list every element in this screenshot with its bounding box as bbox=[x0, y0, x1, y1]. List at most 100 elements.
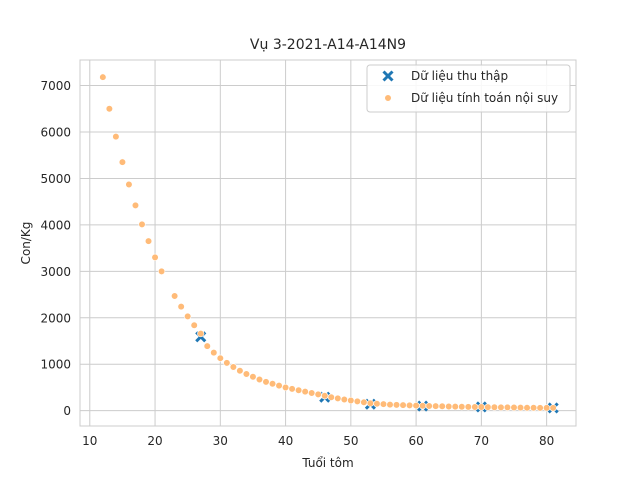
interpolated-point bbox=[288, 385, 296, 393]
interpolated-point bbox=[112, 133, 120, 141]
interpolated-point bbox=[99, 73, 107, 81]
interpolated-point bbox=[268, 380, 277, 388]
y-tick-label: 1000 bbox=[40, 358, 71, 372]
interpolated-point bbox=[373, 400, 381, 408]
x-tick-label: 50 bbox=[343, 434, 358, 448]
interpolated-point bbox=[216, 354, 224, 362]
interpolated-point bbox=[510, 403, 518, 412]
interpolated-point bbox=[529, 404, 538, 412]
interpolated-point bbox=[490, 403, 499, 411]
y-tick-label: 4000 bbox=[40, 218, 71, 232]
interpolated-point bbox=[281, 383, 290, 392]
interpolated-point bbox=[118, 158, 127, 166]
interpolated-point bbox=[295, 386, 303, 394]
series bbox=[99, 73, 559, 414]
x-axis-label: Tuổi tôm bbox=[301, 456, 353, 470]
interpolated-point bbox=[223, 359, 231, 367]
interpolated-point bbox=[458, 403, 466, 411]
legend-label-collected: Dữ liệu thu thập bbox=[411, 69, 508, 83]
interpolated-point bbox=[477, 403, 485, 411]
y-tick-label: 7000 bbox=[40, 79, 71, 93]
interpolated-point bbox=[301, 388, 309, 396]
interpolated-point bbox=[503, 403, 512, 412]
x-tick-label: 30 bbox=[213, 434, 228, 448]
interpolated-point bbox=[144, 237, 153, 245]
interpolated-point bbox=[392, 401, 401, 409]
interpolated-point bbox=[451, 402, 459, 411]
interpolated-point bbox=[203, 342, 211, 350]
interpolated-point bbox=[438, 402, 446, 410]
legend: Dữ liệu thu thập Dữ liệu tính toán nội s… bbox=[366, 64, 571, 113]
legend-dot-marker bbox=[384, 94, 392, 102]
interpolated-point bbox=[340, 395, 348, 404]
interpolated-point bbox=[190, 321, 198, 329]
interpolated-point bbox=[321, 392, 329, 400]
interpolated-point bbox=[353, 397, 361, 405]
grid bbox=[80, 60, 576, 426]
interpolated-point bbox=[229, 363, 237, 371]
interpolated-point bbox=[516, 404, 525, 412]
interpolated-point bbox=[275, 381, 283, 390]
interpolated-point bbox=[523, 404, 531, 412]
y-tick-label: 6000 bbox=[40, 125, 71, 139]
interpolated-point bbox=[399, 401, 407, 409]
legend-label-interpolated: Dữ liệu tính toán nội suy bbox=[411, 91, 558, 105]
chart-title: Vụ 3-2021-A14-A14N9 bbox=[250, 37, 406, 53]
interpolated-point bbox=[157, 267, 166, 275]
interpolated-point bbox=[249, 373, 257, 381]
y-tick-label: 2000 bbox=[40, 311, 71, 325]
y-axis-label: Con/Kg bbox=[19, 222, 33, 265]
legend-marker-interpolated bbox=[384, 94, 392, 102]
interpolated-point bbox=[327, 393, 335, 401]
interpolated-point bbox=[464, 403, 472, 411]
legend-marker-collected bbox=[382, 70, 394, 82]
interpolated-point bbox=[177, 303, 185, 311]
interpolated-point bbox=[419, 402, 427, 410]
interpolated-point bbox=[405, 401, 414, 409]
legend-x-marker bbox=[382, 70, 394, 82]
interpolated-point bbox=[314, 390, 322, 399]
interpolated-point bbox=[347, 396, 355, 405]
interpolated-point bbox=[171, 292, 179, 300]
interpolated-point bbox=[549, 404, 557, 412]
interpolated-point bbox=[151, 253, 159, 261]
interpolated-point bbox=[386, 401, 394, 409]
plot-frame bbox=[79, 59, 577, 427]
interpolated-point bbox=[138, 220, 146, 229]
interpolated-point bbox=[184, 312, 192, 320]
interpolated-point bbox=[445, 402, 453, 411]
interpolated-point bbox=[262, 378, 270, 386]
x-tick-label: 10 bbox=[82, 434, 97, 448]
interpolated-point bbox=[471, 403, 479, 411]
legend-box bbox=[366, 64, 571, 113]
interpolated-point bbox=[360, 398, 368, 406]
interpolated-point bbox=[242, 370, 251, 378]
y-tick-label: 3000 bbox=[40, 265, 71, 279]
interpolated-point bbox=[366, 399, 375, 407]
interpolated-point bbox=[197, 329, 205, 338]
interpolated-point bbox=[536, 404, 544, 412]
interpolated-point bbox=[543, 404, 551, 412]
interpolated-point bbox=[484, 403, 492, 411]
x-tick-label: 20 bbox=[147, 434, 162, 448]
interpolated-point bbox=[236, 367, 244, 375]
interpolated-point bbox=[379, 400, 388, 408]
interpolated-point bbox=[131, 201, 140, 209]
interpolated-point bbox=[334, 394, 342, 402]
interpolated-point bbox=[412, 401, 420, 410]
interpolated-point bbox=[425, 402, 433, 410]
interpolated-point bbox=[105, 105, 113, 113]
y-tick-label: 0 bbox=[63, 404, 71, 418]
interpolated-point bbox=[210, 349, 218, 357]
x-tick-label: 80 bbox=[539, 434, 554, 448]
interpolated-point bbox=[255, 375, 264, 384]
tick-labels: 10 20 30 40 50 60 70 80 0 1000 2000 3000 4000 5000 600… bbox=[40, 79, 554, 448]
x-tick-label: 70 bbox=[474, 434, 489, 448]
interpolated-point bbox=[308, 389, 316, 397]
x-tick-label: 40 bbox=[278, 434, 293, 448]
interpolated-point bbox=[432, 402, 440, 410]
x-tick-label: 60 bbox=[408, 434, 423, 448]
y-tick-label: 5000 bbox=[40, 172, 71, 186]
